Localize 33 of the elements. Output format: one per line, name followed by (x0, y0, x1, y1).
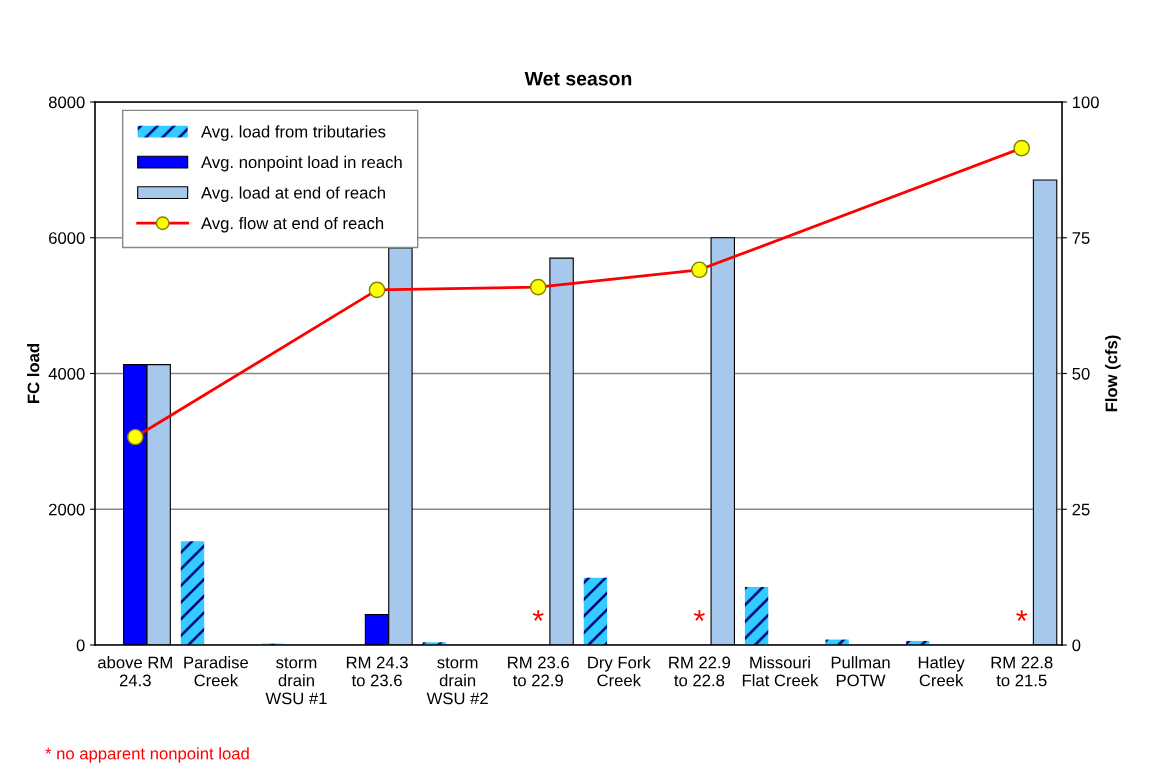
x-tick-label: Dry Fork Creek (588, 656, 651, 687)
y-tick-label: 0 (76, 639, 85, 652)
legend-label: Avg. load from tributaries (201, 125, 386, 141)
y2-tick-label: 100 (1072, 96, 1099, 109)
annotation: * (1016, 610, 1028, 621)
y-tick-label: 2000 (49, 503, 85, 516)
x-tick-label: Pullman POTW (831, 656, 890, 687)
annotation: * (532, 610, 544, 621)
x-tick-label: RM 22.9 to 22.8 (669, 656, 731, 687)
x-tick-label: Paradise Creek (184, 656, 249, 687)
y-tick-label: 4000 (48, 367, 85, 380)
x-tick-label: storm drain WSU #2 (426, 657, 488, 705)
y2-axis-title: Flow (cfs) (1105, 335, 1121, 412)
text: * no apparent nonpoint load (45, 747, 249, 763)
x-tick-label: storm drain WSU #1 (265, 657, 327, 705)
y-axis-title: FC load (27, 344, 40, 403)
y-tick-label: 8000 (48, 96, 85, 109)
x-tick-label: above RM 24.3 (98, 656, 172, 687)
x-tick-label: RM 22.8 to 21.5 (991, 656, 1053, 687)
x-tick-label: RM 24.3 to 23.6 (346, 656, 408, 687)
x-tick-label: Missouri Flat Creek (742, 656, 819, 687)
annotation: * (693, 610, 705, 621)
y2-tick-label: 25 (1072, 503, 1090, 516)
x-tick-label: RM 23.6 to 22.9 (508, 656, 569, 687)
y-tick-label: 6000 (49, 232, 85, 244)
y2-tick-label: 75 (1072, 232, 1090, 244)
x-tick-label: Hatley Creek (918, 656, 965, 687)
legend-label: Avg. load at end of reach (201, 186, 385, 202)
y2-tick-label: 0 (1072, 639, 1081, 652)
legend-label: Avg. nonpoint load in reach (201, 155, 402, 172)
y2-tick-label: 50 (1072, 367, 1090, 380)
chart-title: Wet season (524, 71, 632, 86)
legend-label: Avg. flow at end of reach (201, 216, 384, 233)
